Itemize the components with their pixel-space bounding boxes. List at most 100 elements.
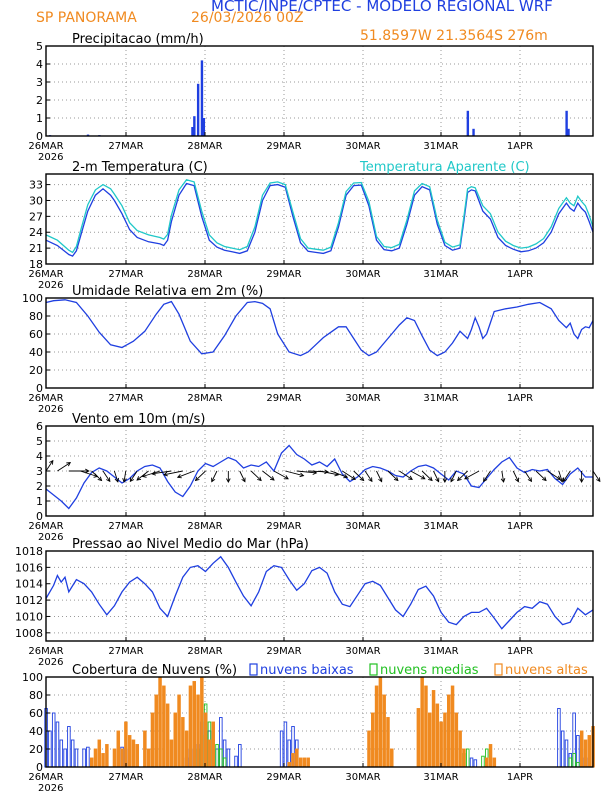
x-tick-label: 27MAR bbox=[108, 141, 143, 152]
y-tick-label: 30 bbox=[29, 194, 43, 207]
wind-arrowhead bbox=[343, 473, 349, 479]
wind-vector bbox=[376, 470, 383, 482]
x-tick-label: 1APR bbox=[507, 521, 533, 532]
wind-arrowhead bbox=[324, 469, 329, 475]
cloud-bar bbox=[165, 703, 170, 768]
x-tick-label: 27MAR bbox=[108, 393, 143, 404]
panel-title: 2-m Temperatura (C) bbox=[72, 160, 208, 175]
wind-arrowhead bbox=[284, 475, 289, 480]
wind-vector bbox=[483, 470, 491, 482]
wind-vector bbox=[123, 470, 127, 483]
cloud-bar bbox=[450, 685, 455, 768]
wind-arrowhead bbox=[241, 477, 246, 483]
cloud-bar bbox=[283, 721, 288, 768]
cloud-bar bbox=[469, 757, 474, 768]
wind-vector bbox=[399, 470, 413, 480]
y-tick-label: 40 bbox=[29, 725, 43, 738]
y-tick-label: 4 bbox=[36, 450, 43, 463]
wind-vector bbox=[464, 470, 480, 480]
x-tick-label: 30MAR bbox=[345, 141, 380, 152]
y-tick-label: 2 bbox=[36, 94, 43, 107]
x-tick-label: 26MAR bbox=[28, 521, 63, 532]
cloud-bar bbox=[428, 712, 432, 768]
wind-vector bbox=[319, 470, 339, 476]
wind-arrowhead bbox=[456, 476, 462, 482]
legend-swatch bbox=[494, 663, 503, 676]
cloud-bar bbox=[234, 755, 238, 768]
wind-arrowhead bbox=[176, 473, 182, 479]
wind-arrowhead bbox=[596, 477, 601, 483]
x-tick-label: 29MAR bbox=[266, 521, 301, 532]
wind-arrowhead bbox=[359, 476, 365, 482]
y-tick-label: 24 bbox=[29, 226, 43, 239]
wind-vector bbox=[592, 470, 601, 482]
x-tick-label: 26MAR bbox=[28, 393, 63, 404]
y-tick-label: 1018 bbox=[15, 545, 43, 558]
wind-vector bbox=[342, 470, 356, 480]
x-tick-label: 31MAR bbox=[423, 521, 458, 532]
wind-vector bbox=[457, 470, 468, 481]
x-tick-label: 29MAR bbox=[266, 772, 301, 783]
y-tick-label: 1016 bbox=[15, 561, 43, 574]
x-tick-label: 28MAR bbox=[187, 772, 222, 783]
y-tick-label: 20 bbox=[29, 364, 43, 377]
x-tick-label: 31MAR bbox=[423, 646, 458, 657]
cloud-bar bbox=[177, 694, 181, 768]
wind-arrowhead bbox=[542, 476, 547, 482]
wind-arrowhead bbox=[393, 476, 399, 482]
y-tick-label: 60 bbox=[29, 707, 43, 720]
cloud-bar bbox=[298, 757, 303, 768]
wind-vector bbox=[142, 470, 161, 477]
x-tick-label: 27MAR bbox=[108, 772, 143, 783]
wind-arrowhead bbox=[420, 475, 426, 480]
cloud-bar bbox=[481, 755, 485, 768]
wind-arrowhead bbox=[378, 477, 383, 483]
legend-label: nuvens altas bbox=[505, 663, 588, 678]
wind-arrowhead bbox=[85, 468, 90, 474]
wind-arrowhead bbox=[136, 476, 142, 481]
panel-title: Pressao ao Nivel Medio do Mar (hPa) bbox=[72, 537, 309, 552]
cloud-bar bbox=[70, 739, 75, 768]
cloud-bar bbox=[447, 694, 451, 768]
x-axis-year: 2026 bbox=[38, 657, 63, 668]
wind-vector bbox=[410, 470, 426, 480]
cloud-bar bbox=[295, 748, 299, 768]
cloud-bar bbox=[215, 744, 219, 768]
precip-bar bbox=[567, 128, 570, 136]
cloud-bar bbox=[173, 712, 178, 768]
wind-arrowhead bbox=[151, 471, 156, 476]
wind-arrowhead bbox=[299, 472, 305, 478]
wind-vector bbox=[250, 470, 262, 481]
wind-vector bbox=[330, 470, 348, 478]
cloud-bar bbox=[169, 739, 174, 768]
cloud-bar bbox=[150, 712, 155, 768]
panel-title: Cobertura de Nuvens (%) bbox=[72, 663, 237, 678]
precip-bar bbox=[565, 110, 568, 136]
wind-arrowhead bbox=[514, 477, 520, 483]
x-tick-label: 31MAR bbox=[423, 269, 458, 280]
x-tick-label: 28MAR bbox=[187, 141, 222, 152]
cloud-bar bbox=[382, 694, 386, 768]
wind-arrowhead bbox=[129, 477, 135, 483]
cloud-bar bbox=[143, 730, 147, 768]
x-tick-label: 27MAR bbox=[108, 269, 143, 280]
y-tick-label: 1008 bbox=[15, 627, 43, 640]
y-tick-label: 18 bbox=[29, 258, 43, 271]
cloud-bar bbox=[484, 757, 489, 768]
wind-arrowhead bbox=[562, 477, 568, 483]
wind-vector bbox=[136, 470, 149, 481]
cloud-bar bbox=[439, 721, 443, 768]
x-axis-year: 2026 bbox=[38, 783, 63, 792]
cloud-bar bbox=[120, 748, 124, 768]
wind-arrowhead bbox=[97, 476, 103, 482]
wind-arrowhead bbox=[269, 476, 275, 481]
cloud-bar bbox=[302, 757, 307, 768]
x-tick-label: 28MAR bbox=[187, 646, 222, 657]
cloud-bar bbox=[222, 757, 227, 768]
panel-frame bbox=[45, 297, 594, 389]
cloud-bar bbox=[473, 759, 478, 768]
cloud-bar bbox=[203, 712, 208, 768]
wind-vector bbox=[535, 470, 547, 481]
wind-arrowhead bbox=[450, 477, 455, 483]
cloud-bar bbox=[488, 744, 493, 768]
